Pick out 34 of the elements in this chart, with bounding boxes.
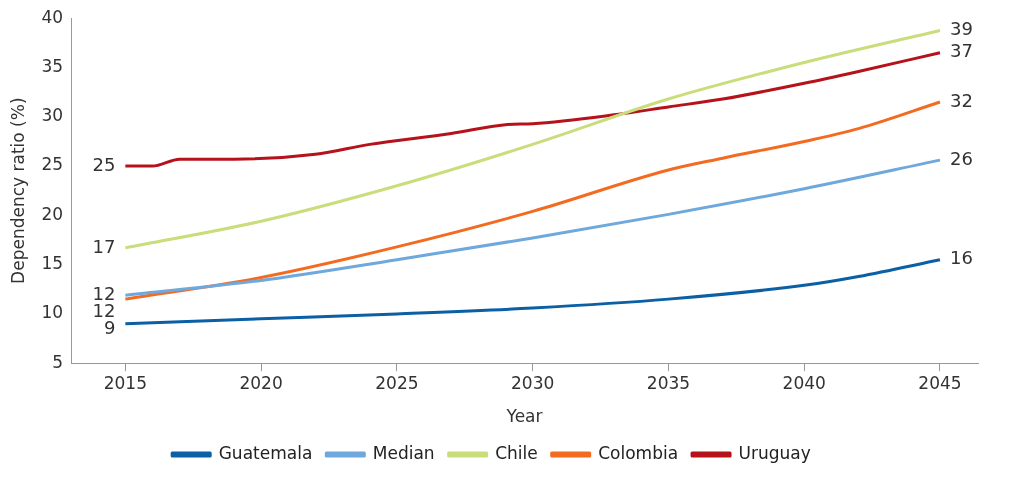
y-tick-label: 25 (41, 154, 64, 175)
data-label: 26 (949, 147, 973, 169)
legend-label: Chile (495, 442, 538, 463)
data-label: 39 (949, 18, 973, 40)
x-tick-label: 2025 (375, 372, 419, 393)
x-tick-label: 2035 (646, 372, 691, 393)
legend-label: Uruguay (738, 442, 811, 463)
x-tick-label: 2015 (103, 372, 147, 393)
legend-label: Median (372, 442, 435, 463)
x-tick-label: 2030 (511, 372, 555, 393)
line-series (123, 29, 942, 250)
y-tick-label: 40 (41, 6, 64, 27)
line-series (123, 51, 942, 168)
data-label: 17 (92, 235, 116, 257)
y-tick-label: 20 (41, 203, 64, 224)
y-tick-label: 15 (41, 253, 64, 274)
line-series (123, 100, 942, 301)
data-label: 32 (949, 89, 973, 111)
x-tick-label: 2020 (239, 372, 283, 393)
x-tick-label: 2045 (918, 372, 962, 393)
line-series (123, 258, 942, 326)
legend-label: Guatemala (218, 442, 313, 463)
y-axis-title: Dependency ratio (%) (7, 97, 28, 284)
y-tick-label: 30 (41, 105, 64, 126)
legend-label: Colombia (598, 442, 679, 463)
x-axis-title: Year (505, 406, 543, 427)
data-label: 16 (949, 247, 973, 269)
y-tick-label: 35 (41, 55, 64, 76)
y-tick-label: 10 (41, 302, 64, 323)
data-label: 25 (92, 153, 116, 175)
y-tick-label: 5 (52, 351, 64, 372)
x-tick-label: 2040 (782, 372, 826, 393)
data-label: 37 (949, 40, 973, 62)
line-series (123, 158, 942, 297)
